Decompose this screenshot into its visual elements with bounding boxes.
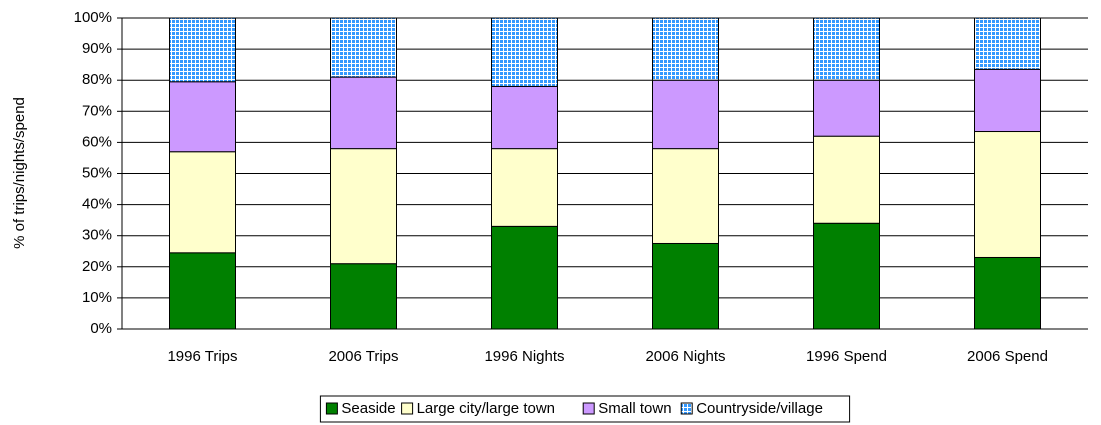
legend-label: Countryside/village [696,400,823,417]
legend-swatch [680,402,693,415]
legend-swatch [401,402,414,415]
bar-segment [974,17,1041,70]
bar-segment [491,17,558,87]
bar-segment [169,252,236,330]
x-tick-label: 2006 Trips [328,348,398,365]
bar-segment [491,148,558,227]
y-tick-label: 80% [82,71,112,88]
bar-segment [974,256,1041,330]
y-tick-label: 20% [82,258,112,275]
legend-label: Seaside [341,400,395,417]
bar-segment [813,17,880,81]
y-tick-label: 60% [82,133,112,150]
x-tick-label: 1996 Spend [806,348,887,365]
y-tick-label: 30% [82,227,112,244]
bar-segment [652,148,719,244]
bar-segment [652,242,719,330]
bar-segment [330,263,397,330]
bar-segment [491,85,558,150]
bar-segment [813,222,880,330]
y-tick-label: 50% [82,164,112,181]
bar-segment [813,135,880,224]
y-axis-label: % of trips/nights/spend [11,97,28,249]
x-tick-label: 2006 Nights [645,348,725,365]
x-tick-label: 2006 Spend [967,348,1048,365]
y-tick-label: 70% [82,102,112,119]
bar-segment [491,225,558,330]
bar-segment [169,17,236,83]
y-tick-label: 10% [82,289,112,306]
bar-segment [652,17,719,81]
bar-segment [974,68,1041,133]
bar-segment [169,151,236,254]
y-tick-label: 90% [82,40,112,57]
legend-label: Large city/large town [417,400,555,417]
y-tick-label: 100% [74,9,112,26]
legend-swatch [582,402,595,415]
x-tick-label: 1996 Nights [484,348,564,365]
bar-segment [974,131,1041,258]
bar-segment [330,76,397,150]
bar-segment [169,81,236,153]
x-tick-label: 1996 Trips [167,348,237,365]
legend-label: Small town [598,400,671,417]
bar-segment [813,79,880,137]
y-tick-label: 40% [82,196,112,213]
legend-swatch [325,402,338,415]
y-tick-label: 0% [90,320,112,337]
bar-segment [330,148,397,265]
bar-segment [652,79,719,150]
bar-segment [330,17,397,78]
